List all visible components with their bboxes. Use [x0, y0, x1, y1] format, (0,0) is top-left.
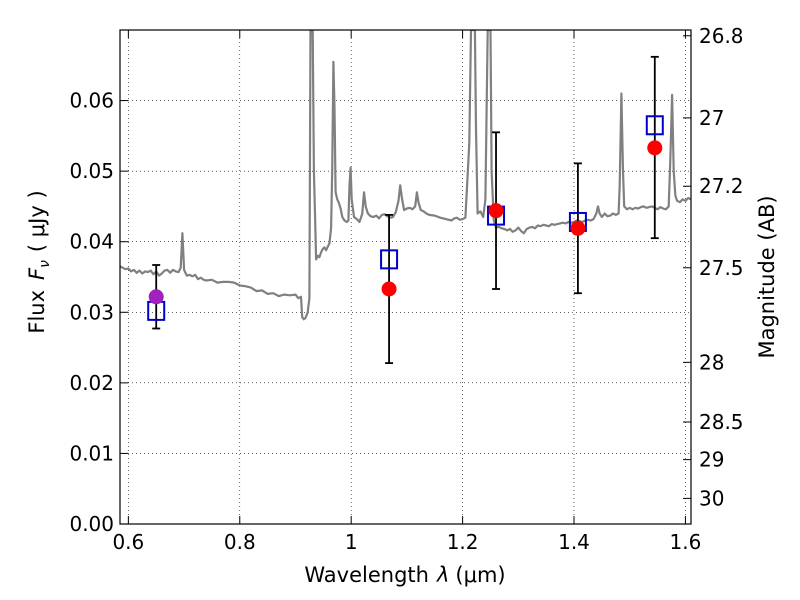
x-axis-label: Wavelength λ (μm) [304, 563, 505, 587]
y-tick-label: 0.03 [69, 300, 114, 324]
mag-tick-label: 30 [699, 486, 724, 510]
y-tick-label: 0.02 [69, 371, 114, 395]
x-tick-label: 0.6 [112, 530, 144, 554]
axes: 0.6 0.8 1 1.2 1.4 1.6 0.00 0.01 0.02 0.03 0.04 0.05… [69, 24, 743, 554]
data-point-marker [647, 140, 663, 156]
mag-tick-label: 28.5 [699, 410, 744, 434]
spectrum-line [120, 30, 691, 321]
data-point-marker [148, 289, 164, 305]
data-point-marker [381, 281, 397, 297]
y-tick-label: 0.05 [69, 159, 114, 183]
x-tick-label: 1.6 [670, 530, 702, 554]
x-tick-label: 0.8 [224, 530, 256, 554]
model-square-marker [380, 249, 399, 270]
y-axis-label: FluxFν( μJy ) [25, 190, 53, 333]
model-square-marker [645, 115, 664, 136]
y2-axis-label: Magnitude (AB) [755, 195, 779, 358]
x-tick-label: 1 [345, 530, 358, 554]
y-tick-label: 0.01 [69, 441, 114, 465]
y-tick-label: 0.00 [69, 512, 114, 536]
mag-tick-label: 27.5 [699, 256, 744, 280]
y-tick-label: 0.06 [69, 89, 114, 113]
mag-tick-label: 26.8 [699, 24, 744, 48]
data-point-marker [570, 220, 586, 236]
x-tick-label: 1.2 [447, 530, 479, 554]
data-point-marker [488, 203, 504, 219]
y-tick-label: 0.04 [69, 230, 114, 254]
spectrum-layer [120, 30, 691, 321]
mag-tick-label: 28 [699, 350, 724, 374]
mag-tick-label: 27 [699, 106, 724, 130]
plot-frame [119, 29, 692, 525]
mag-tick-label: 29 [699, 448, 724, 472]
x-tick-label: 1.4 [558, 530, 590, 554]
mag-tick-label: 27.2 [699, 174, 744, 198]
grid [120, 30, 691, 524]
marker-layer [147, 115, 664, 321]
